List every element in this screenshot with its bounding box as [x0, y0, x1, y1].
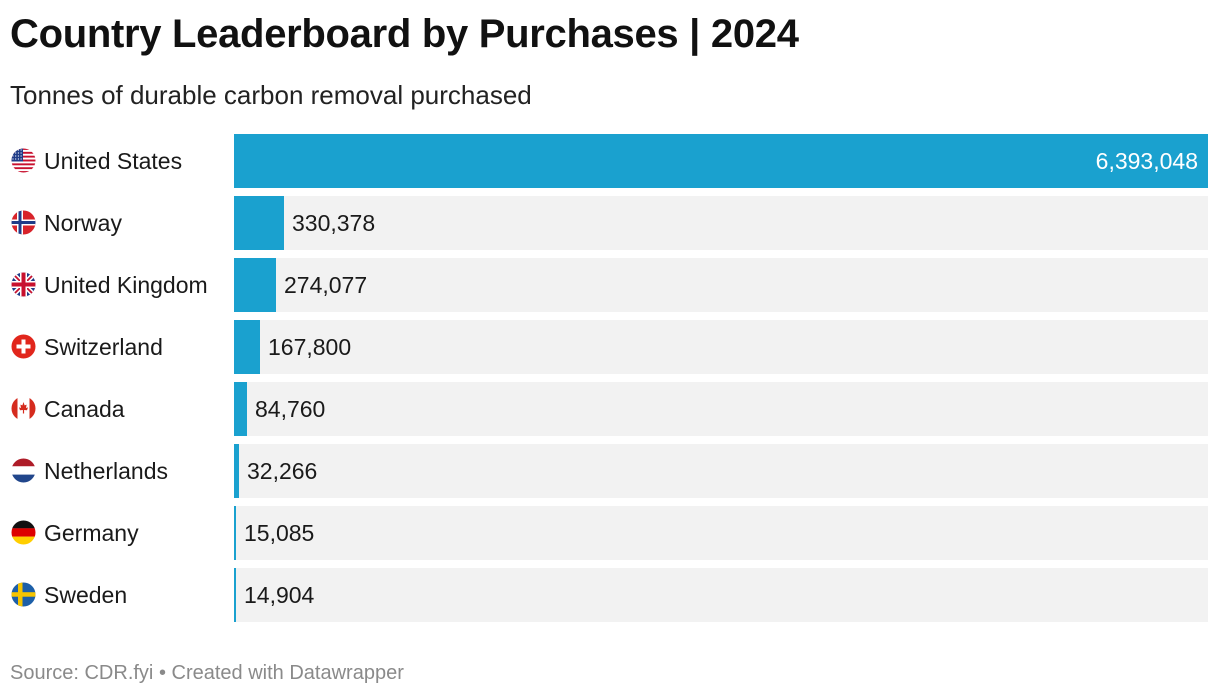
- footer: Source: CDR.fyi • Created with Datawrapp…: [10, 662, 404, 685]
- value-label: 6,393,048: [1095, 148, 1198, 174]
- bar-row: Germany 15,085: [0, 506, 1220, 560]
- bar: [234, 196, 284, 250]
- datawrapper-credit-link[interactable]: Created with Datawrapper: [171, 662, 404, 684]
- bar-row: Switzerland 167,800: [0, 320, 1220, 374]
- switzerland-flag-icon: [11, 334, 36, 359]
- bar-track: 14,904: [234, 568, 1208, 622]
- bar-row: Norway 330,378: [0, 196, 1220, 250]
- value-label: 167,800: [268, 334, 352, 360]
- bar-track: 6,393,048: [234, 134, 1208, 188]
- category-label: Switzerland: [44, 334, 163, 360]
- norway-flag-icon: [11, 210, 36, 235]
- source-note: Source: CDR.fyi: [10, 662, 154, 684]
- bar-row: Sweden 14,904: [0, 568, 1220, 622]
- value-label: 15,085: [244, 520, 315, 546]
- canada-flag-icon: [11, 396, 36, 421]
- sweden-flag-icon: [11, 582, 36, 607]
- bar-row: Canada 84,760: [0, 382, 1220, 436]
- bar: [234, 444, 239, 498]
- category-label: Norway: [44, 210, 122, 236]
- category-label: Sweden: [44, 582, 128, 608]
- footer-separator: •: [158, 662, 166, 684]
- bar-row: United Kingdom 274,077: [0, 258, 1220, 312]
- bar-track: 84,760: [234, 382, 1208, 436]
- bar: [234, 568, 236, 622]
- netherlands-flag-icon: [11, 458, 36, 483]
- chart-subtitle: Tonnes of durable carbon removal purchas…: [10, 80, 532, 110]
- us-flag-icon: [11, 148, 36, 173]
- bar: [234, 320, 260, 374]
- bar: [234, 506, 236, 560]
- category-label: Canada: [44, 396, 125, 422]
- bar-row: Netherlands 32,266: [0, 444, 1220, 498]
- category-label: Netherlands: [44, 458, 169, 484]
- value-label: 274,077: [284, 272, 368, 298]
- bar: [234, 382, 247, 436]
- value-label: 84,760: [255, 396, 326, 422]
- chart-title: Country Leaderboard by Purchases | 2024: [10, 12, 799, 56]
- bar-row: United States 6,393,048: [0, 134, 1220, 188]
- germany-flag-icon: [11, 520, 36, 545]
- bar-chart: United States 6,393,048 Norway 330,378 Unite…: [0, 134, 1220, 624]
- value-label: 14,904: [244, 582, 315, 608]
- bar: [234, 134, 1208, 188]
- category-label: Germany: [44, 520, 139, 546]
- value-label: 32,266: [247, 458, 318, 484]
- value-label: 330,378: [292, 210, 376, 236]
- bar-track: 167,800: [234, 320, 1208, 374]
- bar-track: 274,077: [234, 258, 1208, 312]
- category-label: United Kingdom: [44, 272, 208, 298]
- bar-track: 32,266: [234, 444, 1208, 498]
- uk-flag-icon: [11, 272, 36, 297]
- category-label: United States: [44, 148, 183, 174]
- bar: [234, 258, 276, 312]
- bar-track: 330,378: [234, 196, 1208, 250]
- bar-track: 15,085: [234, 506, 1208, 560]
